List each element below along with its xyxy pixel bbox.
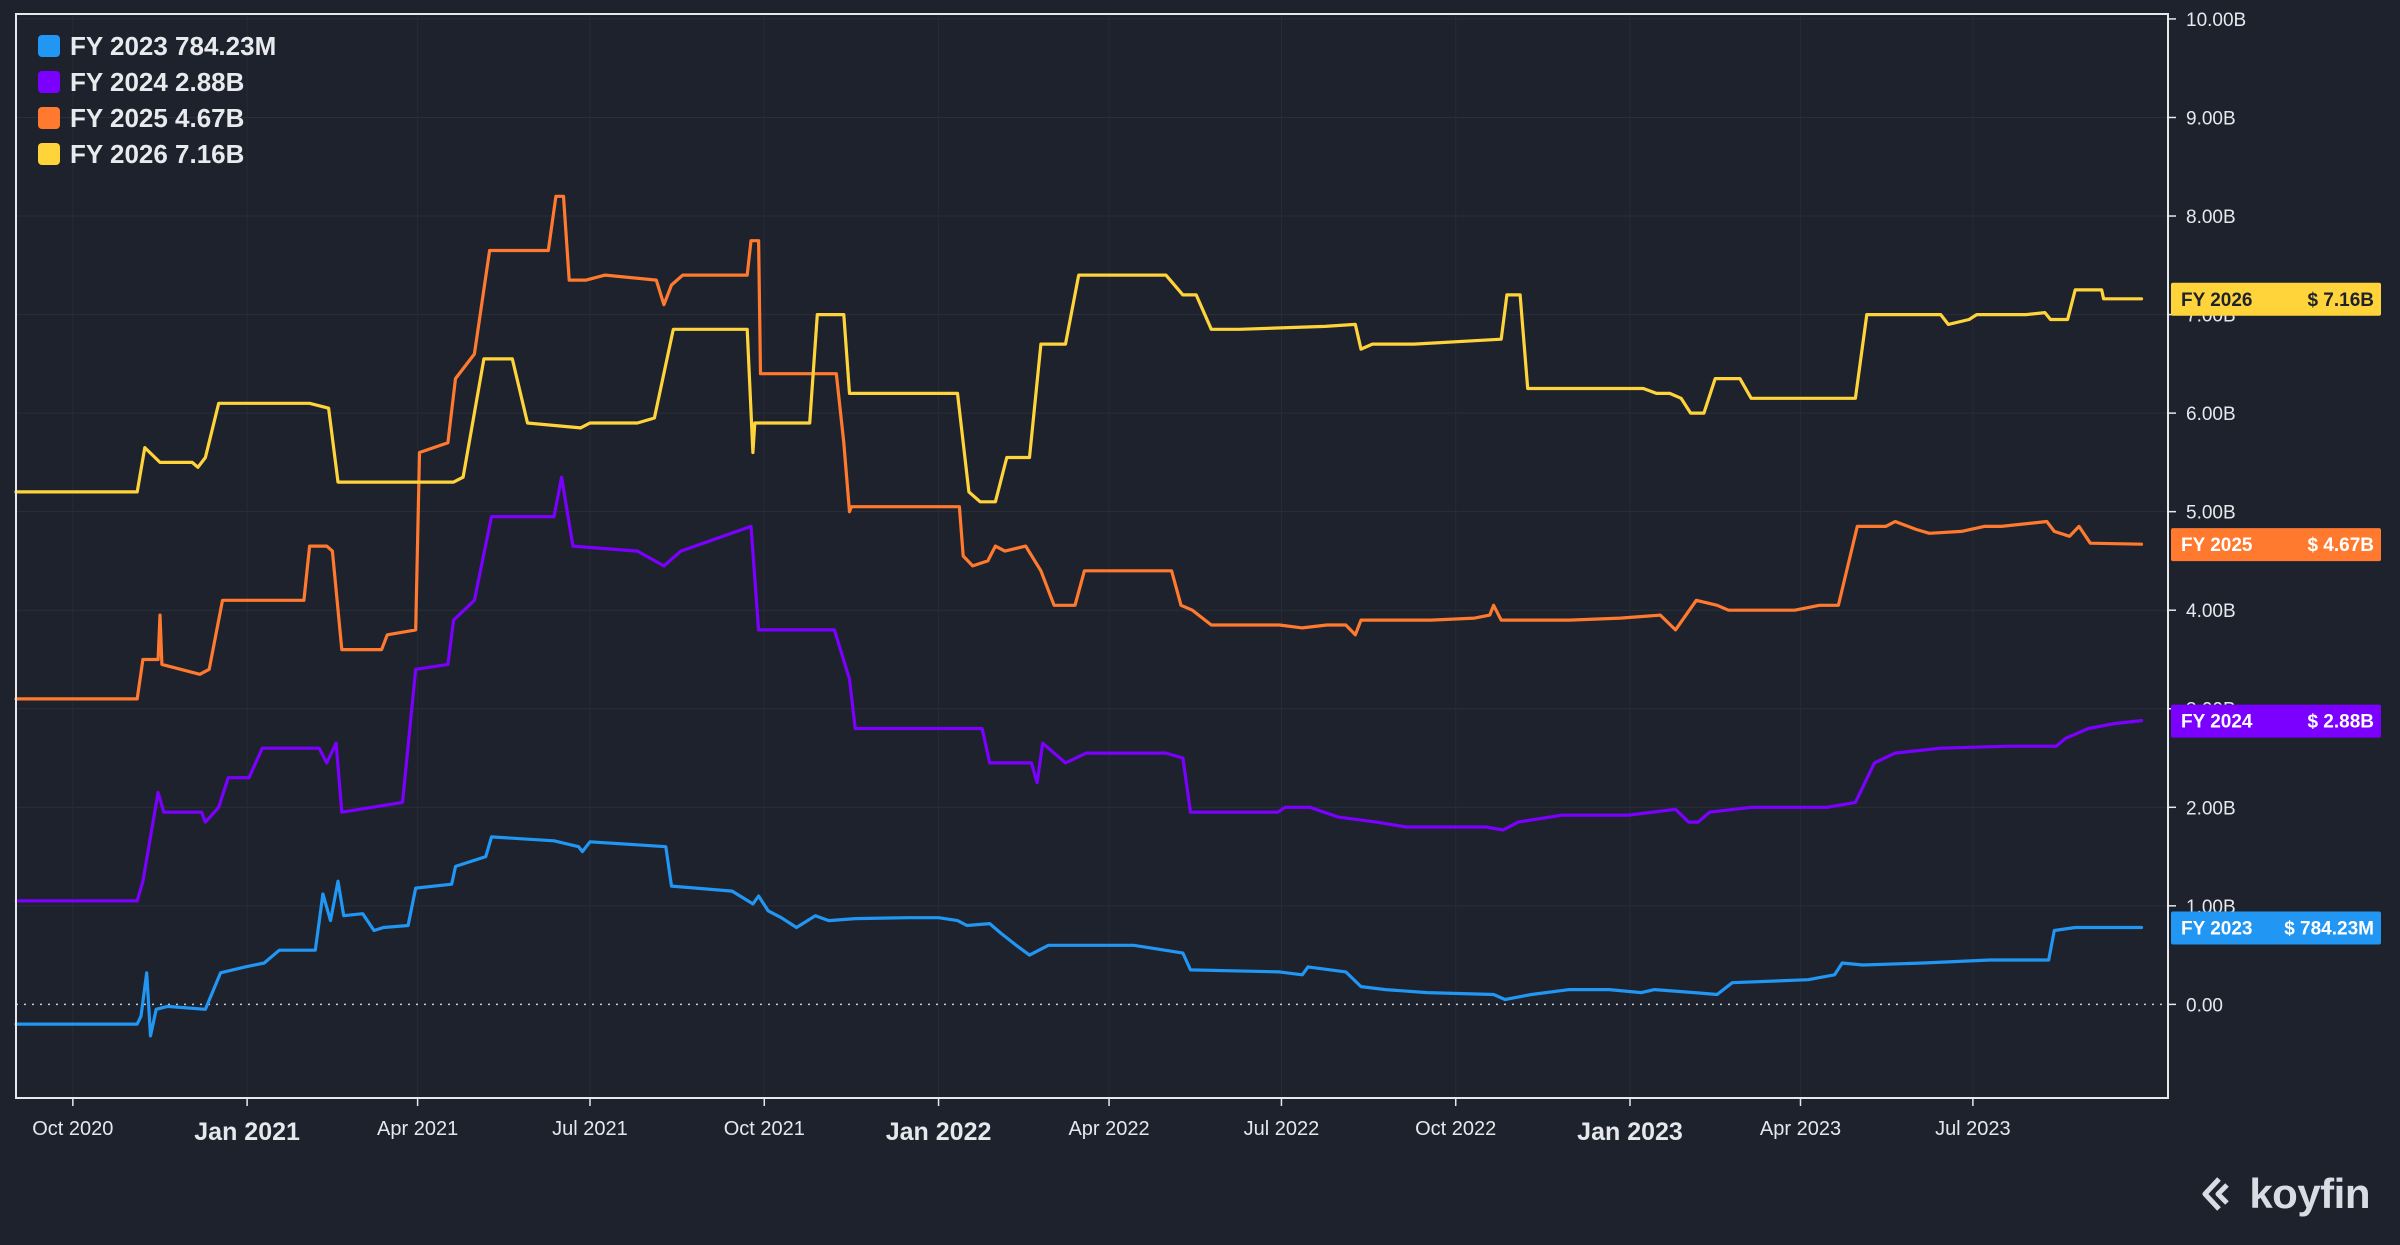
y-tick-label: 9.00B xyxy=(2186,108,2236,129)
last-value-tag: FY 2025 $ 4.67B xyxy=(2171,528,2381,562)
x-tick-label: Apr 2023 xyxy=(1760,1118,1841,1140)
plot-frame-layer xyxy=(15,13,2169,1099)
last-value-amount: $ 2.88B xyxy=(2307,712,2374,733)
x-tick-label: Apr 2021 xyxy=(377,1118,458,1140)
last-value-tags: FY 2023 $ 784.23M FY 2024 $ 2.88B FY 2025 $ 4… xyxy=(2171,282,2381,945)
y-tick-label: 2.00B xyxy=(2186,798,2236,819)
last-value-tag-bg xyxy=(2171,282,2381,316)
last-value-series-label: FY 2024 xyxy=(2181,712,2253,733)
x-axis: Oct 2020 Jan 2021 Apr 2021 Jul 2021 Oct 2021… xyxy=(32,1098,2011,1146)
last-value-tag-bg xyxy=(2171,911,2381,945)
y-axis: 0.001.00B2.00B3.00B4.00B5.00B6.00B7.00B8… xyxy=(2168,10,2246,1016)
legend-swatch xyxy=(38,143,60,165)
legend-item-fy2024[interactable]: FY 2024 2.88B xyxy=(38,64,276,100)
legend-label: FY 2024 2.88B xyxy=(70,66,245,97)
last-value-series-label: FY 2026 xyxy=(2181,290,2252,311)
y-tick-label: 8.00B xyxy=(2186,207,2236,228)
last-value-tag: FY 2026 $ 7.16B xyxy=(2171,282,2381,316)
y-tick-label: 10.00B xyxy=(2186,10,2246,31)
x-tick-label: Jan 2022 xyxy=(886,1118,992,1146)
series-line-fy-2024 xyxy=(14,475,2144,903)
last-value-series-label: FY 2025 xyxy=(2181,535,2253,556)
x-tick-label: Jul 2022 xyxy=(1244,1118,1320,1140)
last-value-tag: FY 2024 $ 2.88B xyxy=(2171,704,2381,738)
chart-legend: FY 2023 784.23M FY 2024 2.88B FY 2025 4.… xyxy=(38,28,276,172)
last-value-tag-bg xyxy=(2171,528,2381,562)
koyfin-logo-icon xyxy=(2202,1177,2230,1211)
x-tick-label: Oct 2020 xyxy=(32,1118,113,1140)
legend-label: FY 2025 4.67B xyxy=(70,102,245,133)
x-tick-label: Jan 2023 xyxy=(1577,1118,1683,1146)
x-tick-label: Oct 2021 xyxy=(724,1118,805,1140)
koyfin-logo: koyfin xyxy=(2199,1170,2370,1218)
last-value-amount: $ 784.23M xyxy=(2284,919,2374,940)
x-tick-label: Apr 2022 xyxy=(1068,1118,1149,1140)
legend-label: FY 2026 7.16B xyxy=(70,138,245,169)
last-value-amount: $ 4.67B xyxy=(2307,535,2374,556)
legend-swatch xyxy=(38,71,60,93)
series-line-fy-2026 xyxy=(14,273,2144,504)
legend-item-fy2026[interactable]: FY 2026 7.16B xyxy=(38,136,276,172)
y-tick-label: 0.00 xyxy=(2186,995,2223,1016)
x-tick-label: Jan 2021 xyxy=(194,1118,300,1146)
series-line-fy-2025 xyxy=(14,194,2144,701)
x-tick-label: Jul 2023 xyxy=(1935,1118,2011,1140)
y-tick-label: 5.00B xyxy=(2186,503,2236,524)
brand-name: koyfin xyxy=(2249,1170,2370,1217)
last-value-tag: FY 2023 $ 784.23M xyxy=(2171,911,2381,945)
last-value-amount: $ 7.16B xyxy=(2307,290,2374,311)
series-layer xyxy=(14,194,2144,1038)
plot-frame xyxy=(15,13,2169,1099)
last-value-tag-bg xyxy=(2171,704,2381,738)
legend-item-fy2023[interactable]: FY 2023 784.23M xyxy=(38,28,276,64)
x-tick-label: Oct 2022 xyxy=(1415,1118,1496,1140)
series-line-fy-2023 xyxy=(14,835,2144,1038)
legend-item-fy2025[interactable]: FY 2025 4.67B xyxy=(38,100,276,136)
x-tick-label: Jul 2021 xyxy=(552,1118,628,1140)
legend-label: FY 2023 784.23M xyxy=(70,30,277,61)
last-value-series-label: FY 2023 xyxy=(2181,919,2252,940)
y-tick-label: 4.00B xyxy=(2186,601,2236,622)
grid-layer xyxy=(16,14,2168,1098)
y-tick-label: 6.00B xyxy=(2186,404,2236,425)
legend-swatch xyxy=(38,35,60,57)
legend-swatch xyxy=(38,107,60,129)
